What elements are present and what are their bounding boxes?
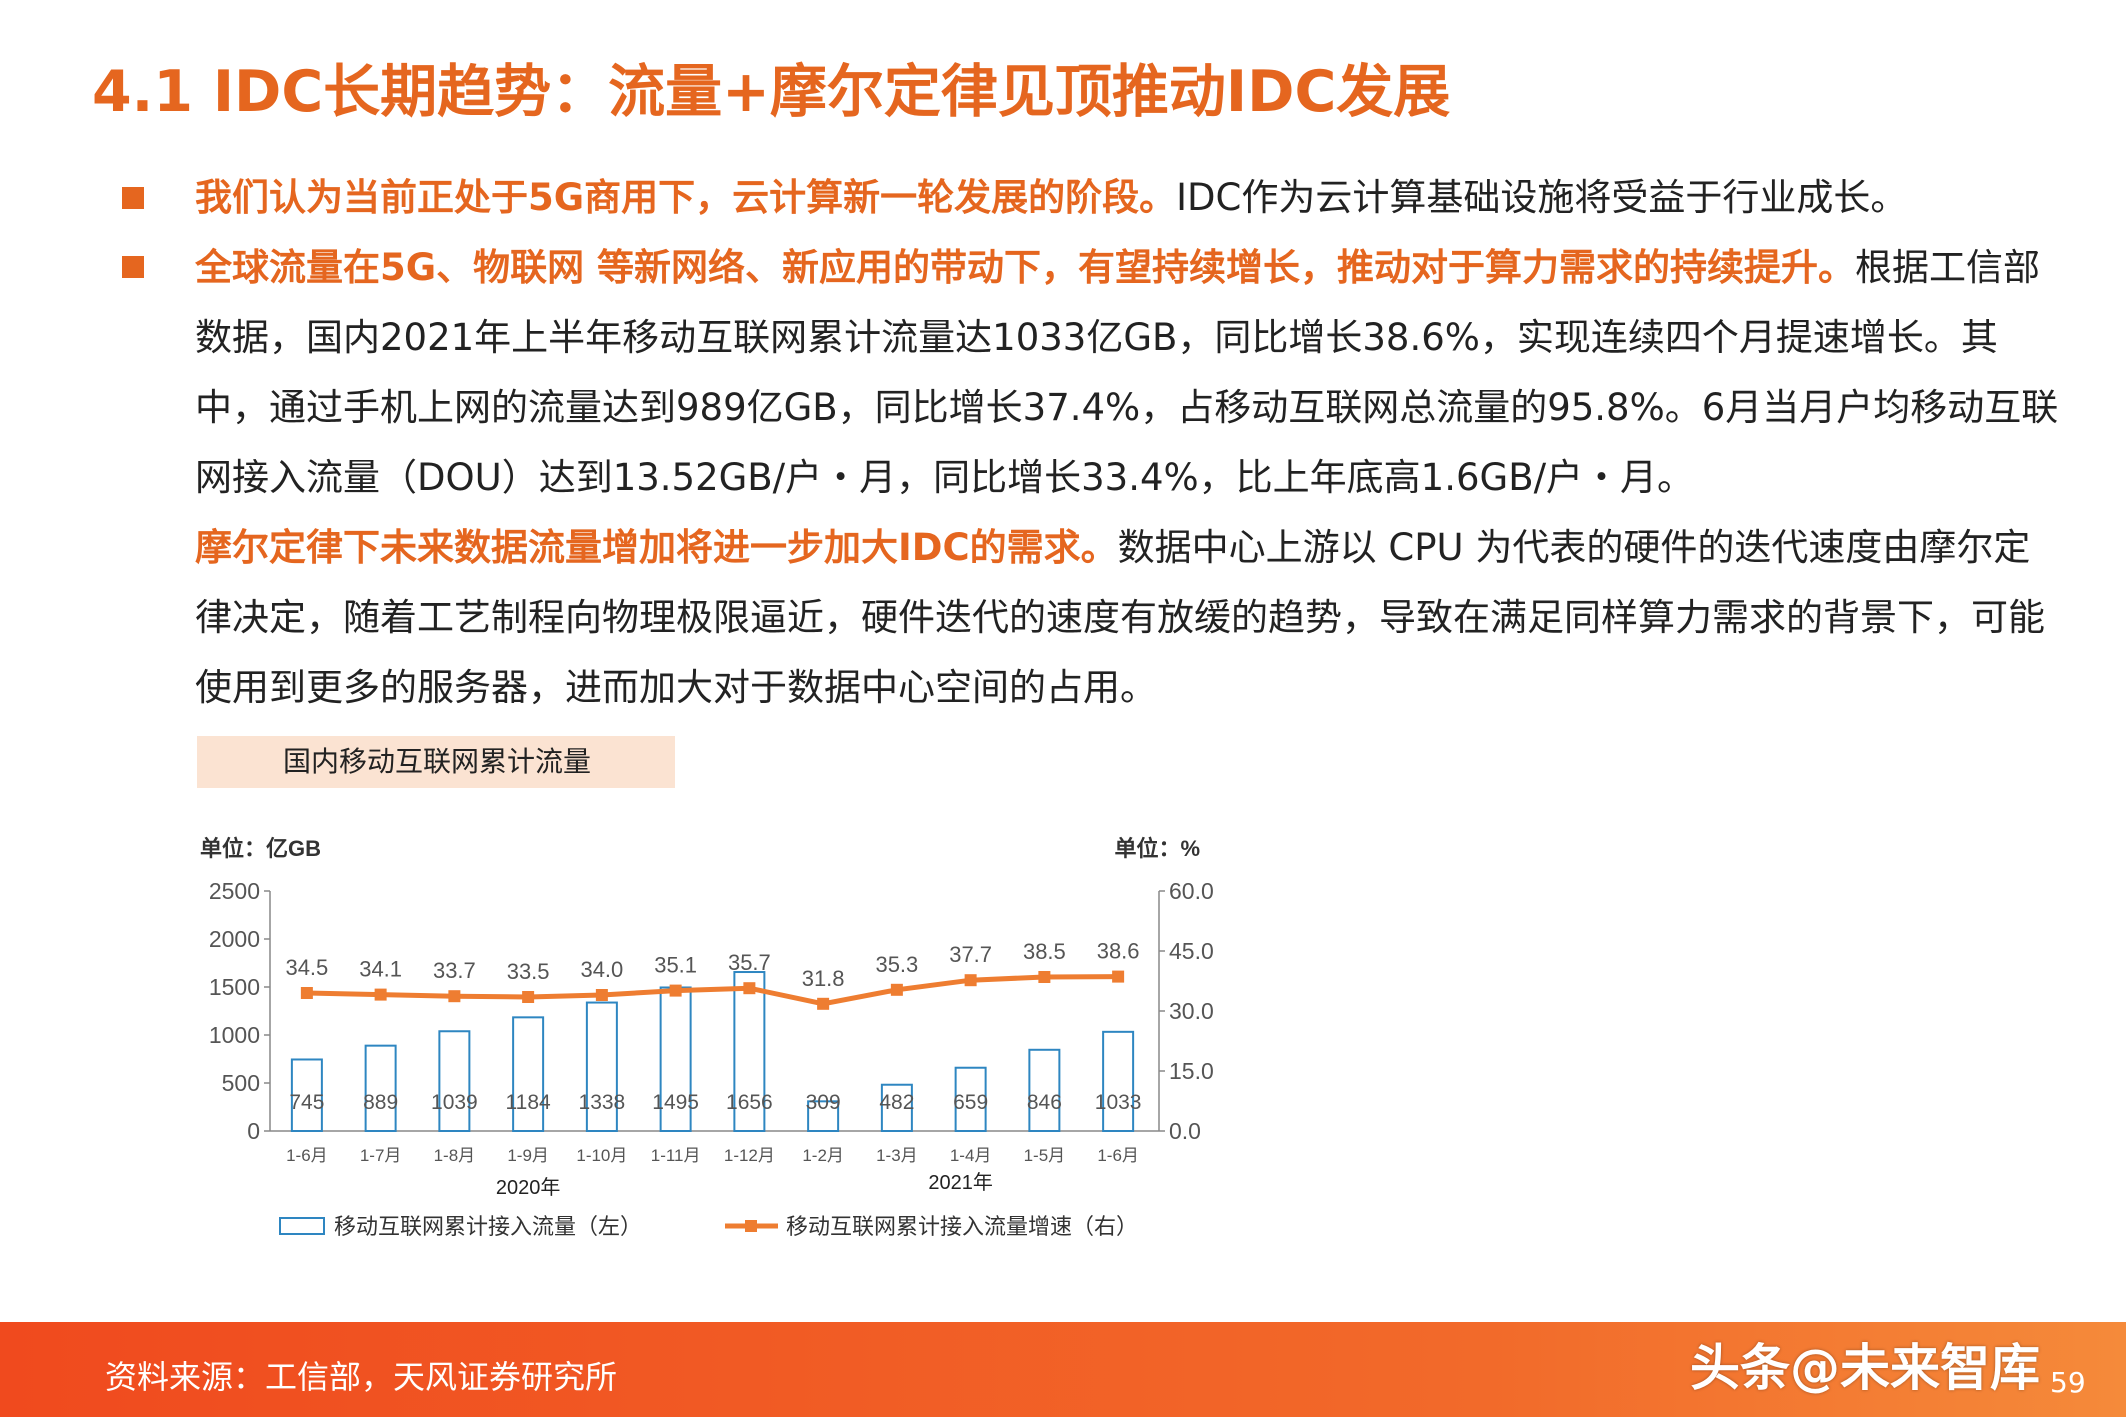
growth-value-label: 34.5 [285, 955, 328, 980]
category-label: 1-10月 [576, 1146, 627, 1165]
growth-point [964, 974, 977, 987]
category-label: 1-6月 [286, 1146, 328, 1165]
bar-value-label: 1033 [1095, 1091, 1142, 1114]
growth-point [817, 997, 830, 1010]
bar [1028, 1048, 1061, 1132]
page-number: 59 [2050, 1366, 2086, 1399]
bar [733, 971, 766, 1132]
growth-value-label: 31.8 [802, 966, 845, 991]
category-label: 1-7月 [360, 1146, 402, 1165]
body-text: 我们认为当前正处于5G商用下，云计算新一轮发展的阶段。IDC作为云计算基础设施将… [195, 163, 2065, 723]
bar [512, 1016, 545, 1132]
growth-point [890, 983, 903, 996]
legend-line-label: 移动互联网累计接入流量增速（右） [786, 1214, 1138, 1239]
right-tick-label: 30.0 [1169, 998, 1214, 1024]
paragraph-1-text: IDC作为云计算基础设施将受益于行业成长。 [1176, 176, 1908, 219]
growth-value-label: 35.7 [728, 950, 771, 975]
bar-value-label: 846 [1027, 1091, 1062, 1114]
footer-bar: 资料来源：工信部，天风证券研究所 头条@未来智库 59 [0, 1322, 2126, 1417]
traffic-chart: 单位：亿GB 单位：% 0 500 1000 1500 2000 2500 0.0 15.0 30.… [200, 836, 1214, 1239]
footer-watermark: 头条@未来智库 [1690, 1339, 2040, 1397]
bar [880, 1083, 913, 1132]
bar-value-label: 1495 [652, 1091, 699, 1114]
bar [585, 1001, 618, 1132]
left-tick-label: 2000 [209, 926, 260, 952]
growth-point [300, 987, 313, 999]
paragraph-3-highlight: 摩尔定律下未来数据流量增加将进一步加大IDC的需求。 [195, 526, 1118, 569]
bar [364, 1044, 397, 1133]
category-label: 1-5月 [1024, 1146, 1066, 1165]
paragraph-2-text: 根据工信部数据，国内2021年上半年移动互联网累计流量达1033亿GB，同比增长… [195, 246, 2059, 499]
year-label-2020: 2020年 [496, 1176, 561, 1199]
bar-value-label: 889 [363, 1091, 398, 1114]
bar [807, 1100, 840, 1132]
left-tick-label: 500 [222, 1070, 260, 1096]
bar-value-label: 1338 [579, 1091, 626, 1114]
growth-value-label: 38.6 [1097, 939, 1140, 964]
paragraph-3-text: 数据中心上游以 CPU 为代表的硬件的迭代速度由摩尔定律决定，随着工艺制程向物理… [195, 526, 2045, 709]
legend-line-marker [745, 1220, 757, 1232]
paragraph-1: 我们认为当前正处于5G商用下，云计算新一轮发展的阶段。IDC作为云计算基础设施将… [195, 163, 2065, 233]
right-tick-label: 60.0 [1169, 878, 1214, 904]
growth-point [374, 988, 387, 1001]
bar-value-label: 1184 [506, 1091, 551, 1114]
legend-bar-label: 移动互联网累计接入流量（左） [334, 1214, 642, 1239]
growth-value-label: 35.1 [654, 953, 697, 978]
bar-value-label: 745 [289, 1091, 324, 1114]
bullet-marker-1 [122, 187, 144, 209]
growth-value-label: 38.5 [1023, 939, 1066, 964]
bar [659, 986, 692, 1132]
category-label: 1-2月 [802, 1146, 844, 1165]
bar [290, 1058, 323, 1132]
category-label: 1-9月 [507, 1146, 549, 1165]
growth-point [1112, 970, 1125, 983]
category-label: 1-4月 [950, 1146, 992, 1165]
growth-point [743, 982, 756, 995]
left-tick-label: 0 [247, 1118, 260, 1144]
growth-value-label: 34.0 [580, 957, 623, 982]
chart-title-tab: 国内移动互联网累计流量 [197, 736, 675, 788]
legend-bar-swatch [279, 1217, 325, 1235]
footer-source: 资料来源：工信部，天风证券研究所 [105, 1358, 618, 1396]
bar-value-label: 1039 [431, 1091, 478, 1114]
page-title: 4.1 IDC长期趋势：流量+摩尔定律见顶推动IDC发展 [92, 59, 1451, 125]
right-tick-label: 15.0 [1169, 1058, 1214, 1084]
growth-value-label: 35.3 [875, 952, 918, 977]
right-tick-label: 45.0 [1169, 938, 1214, 964]
growth-point [1038, 971, 1051, 983]
paragraph-1-highlight: 我们认为当前正处于5G商用下，云计算新一轮发展的阶段。 [195, 176, 1177, 219]
bar-value-label: 659 [953, 1091, 988, 1114]
growth-value-label: 34.1 [359, 957, 402, 982]
growth-point [448, 990, 461, 1003]
paragraph-3: 摩尔定律下未来数据流量增加将进一步加大IDC的需求。数据中心上游以 CPU 为代… [195, 513, 2065, 723]
growth-point [595, 989, 608, 1001]
growth-point [522, 991, 535, 1003]
growth-value-label: 33.7 [433, 958, 476, 983]
category-label: 1-3月 [876, 1146, 918, 1165]
growth-point [669, 984, 682, 997]
growth-value-label: 37.7 [949, 942, 992, 967]
left-tick-label: 1500 [209, 974, 260, 1000]
year-label-2021: 2021年 [928, 1171, 993, 1194]
bar [438, 1030, 471, 1132]
paragraph-2: 全球流量在5G、物联网 等新网络、新应用的带动下，有望持续增长，推动对于算力需求… [195, 233, 2065, 513]
growth-line [306, 974, 1119, 1007]
bullet-marker-2 [122, 256, 144, 278]
left-tick-label: 2500 [209, 878, 260, 904]
right-axis-unit: 单位：% [1114, 836, 1200, 861]
category-label: 1-8月 [434, 1146, 476, 1165]
bar [954, 1066, 987, 1132]
bar-value-label: 1656 [726, 1091, 773, 1114]
left-tick-label: 1000 [209, 1022, 260, 1048]
growth-value-label: 33.5 [507, 959, 550, 984]
right-tick-label: 0.0 [1169, 1118, 1201, 1144]
category-label: 1-6月 [1097, 1146, 1139, 1165]
bar [1102, 1030, 1135, 1132]
left-axis-unit: 单位：亿GB [200, 836, 321, 861]
bar-value-label: 482 [879, 1091, 914, 1114]
bar-value-label: 309 [806, 1091, 841, 1114]
category-label: 1-12月 [724, 1146, 775, 1165]
paragraph-2-highlight: 全球流量在5G、物联网 等新网络、新应用的带动下，有望持续增长，推动对于算力需求… [195, 246, 1855, 289]
category-label: 1-11月 [651, 1146, 701, 1165]
